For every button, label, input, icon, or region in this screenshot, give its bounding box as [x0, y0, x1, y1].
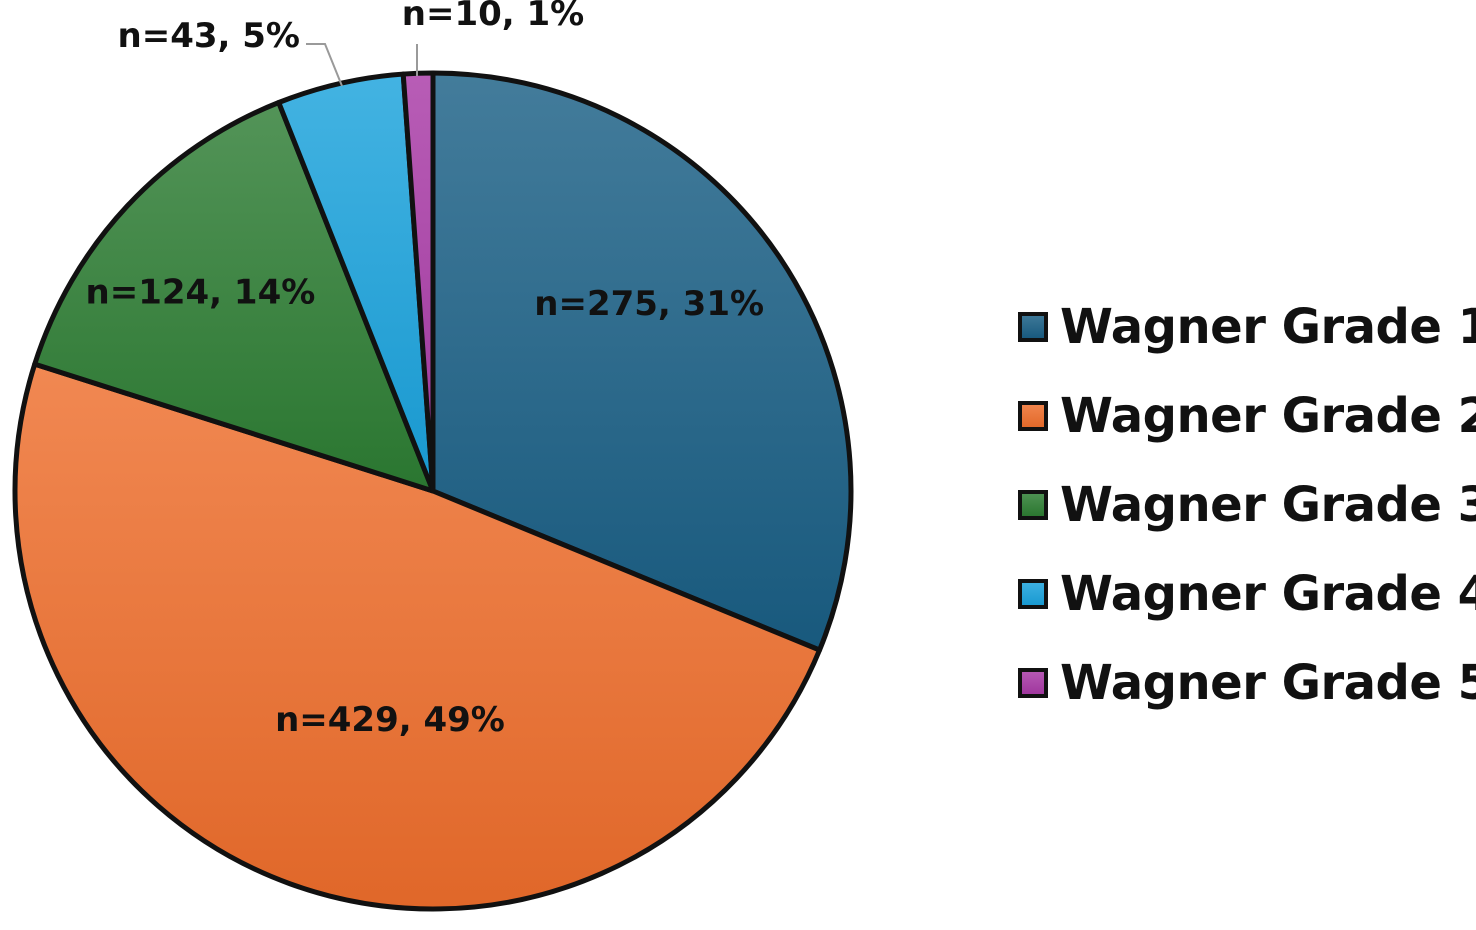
- legend-item-wagner-grade-1[interactable]: Wagner Grade 1: [1018, 282, 1476, 371]
- legend-item-wagner-grade-4[interactable]: Wagner Grade 4: [1018, 549, 1476, 638]
- data-label-wagner-grade-3: n=124, 14%: [86, 272, 316, 312]
- legend-swatch-wagner-grade-3: [1018, 489, 1048, 520]
- label-leader-lines: [306, 43, 418, 87]
- pie-slices: [12, 70, 854, 912]
- data-label-wagner-grade-4: n=43, 5%: [118, 16, 300, 56]
- leader-line-wagner-grade-4: [306, 43, 343, 87]
- legend-swatch-wagner-grade-1: [1018, 311, 1048, 342]
- legend-item-wagner-grade-5[interactable]: Wagner Grade 5: [1018, 638, 1476, 727]
- pie-slice-wagner-grade-3[interactable]: [32, 100, 436, 494]
- data-labels: n=275, 31% n=429, 49% n=124, 14% n=43, 5% n=…: [86, 0, 765, 740]
- legend-swatch-wagner-grade-4: [1018, 578, 1048, 609]
- pie-slice-wagner-grade-1[interactable]: [430, 70, 854, 653]
- legend-label-wagner-grade-2: Wagner Grade 2: [1060, 387, 1476, 444]
- pie-slice-wagner-grade-5[interactable]: [400, 70, 436, 494]
- data-label-wagner-grade-5: n=10, 1%: [402, 0, 584, 34]
- legend-label-wagner-grade-1: Wagner Grade 1: [1060, 298, 1476, 355]
- pie-slice-wagner-grade-2[interactable]: [12, 361, 823, 912]
- legend-label-wagner-grade-5: Wagner Grade 5: [1060, 654, 1476, 711]
- legend-label-wagner-grade-4: Wagner Grade 4: [1060, 565, 1476, 622]
- data-label-wagner-grade-1: n=275, 31%: [534, 284, 764, 324]
- legend-swatch-wagner-grade-5: [1018, 667, 1048, 698]
- legend-label-wagner-grade-3: Wagner Grade 3: [1060, 476, 1476, 533]
- legend: Wagner Grade 1 Wagner Grade 2 Wagner Gra…: [1018, 282, 1476, 727]
- data-label-wagner-grade-2: n=429, 49%: [275, 700, 505, 740]
- legend-swatch-wagner-grade-2: [1018, 400, 1048, 431]
- legend-item-wagner-grade-3[interactable]: Wagner Grade 3: [1018, 460, 1476, 549]
- legend-item-wagner-grade-2[interactable]: Wagner Grade 2: [1018, 371, 1476, 460]
